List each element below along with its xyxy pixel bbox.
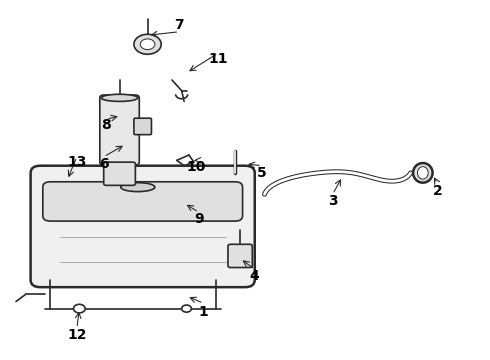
- Ellipse shape: [413, 163, 433, 183]
- Text: 10: 10: [187, 161, 206, 175]
- Circle shape: [182, 305, 192, 312]
- Text: 8: 8: [101, 118, 111, 132]
- Ellipse shape: [121, 183, 155, 192]
- Circle shape: [134, 34, 161, 54]
- FancyBboxPatch shape: [100, 95, 139, 165]
- FancyBboxPatch shape: [104, 162, 135, 185]
- Text: 3: 3: [328, 194, 338, 208]
- Text: 13: 13: [67, 155, 87, 169]
- Text: 7: 7: [174, 18, 184, 32]
- Text: 11: 11: [208, 51, 228, 66]
- FancyBboxPatch shape: [134, 118, 151, 135]
- Text: 9: 9: [194, 212, 203, 226]
- Text: 2: 2: [433, 184, 442, 198]
- Circle shape: [74, 304, 85, 313]
- Circle shape: [140, 39, 155, 50]
- FancyBboxPatch shape: [30, 166, 255, 287]
- Text: 5: 5: [257, 166, 267, 180]
- Ellipse shape: [417, 167, 428, 179]
- FancyBboxPatch shape: [43, 182, 243, 221]
- Text: 4: 4: [250, 269, 260, 283]
- Text: 6: 6: [99, 157, 108, 171]
- Text: 1: 1: [199, 305, 208, 319]
- Ellipse shape: [101, 94, 138, 102]
- Text: 12: 12: [67, 328, 87, 342]
- FancyBboxPatch shape: [228, 244, 252, 267]
